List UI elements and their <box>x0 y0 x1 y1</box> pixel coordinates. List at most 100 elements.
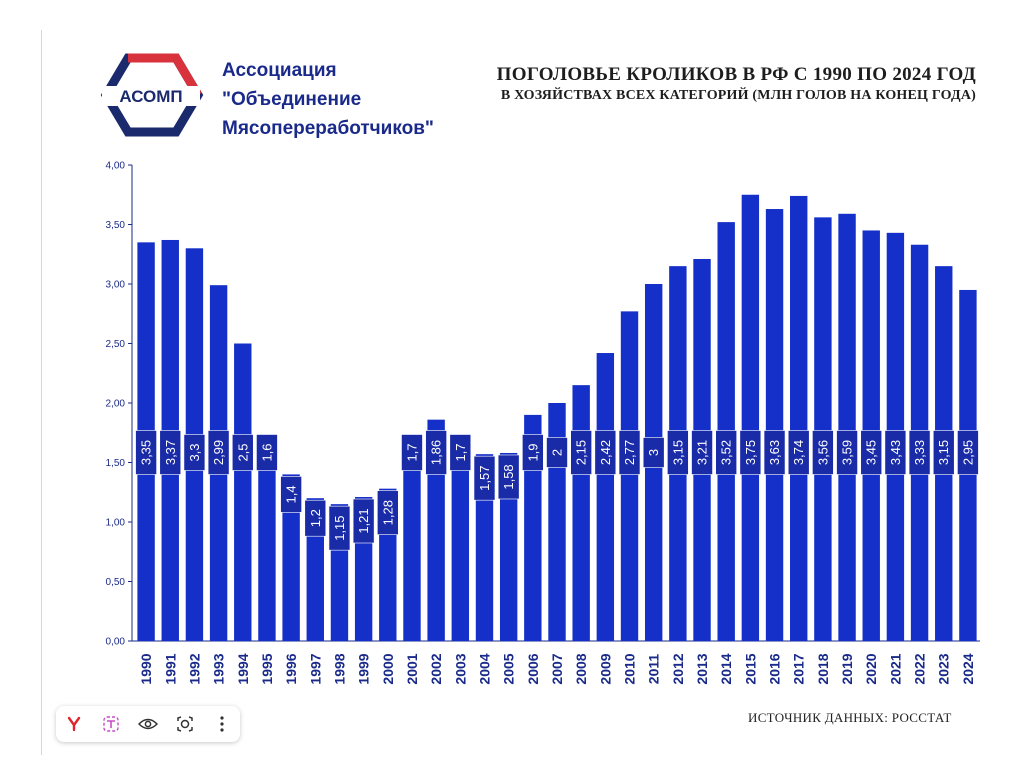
value-label: 1,4 <box>284 485 299 503</box>
x-tick-label: 2018 <box>815 653 831 684</box>
x-tick-label: 2019 <box>839 653 855 684</box>
value-label: 3,3 <box>187 443 202 461</box>
value-label: 3,63 <box>767 440 782 465</box>
value-label: 1,21 <box>356 508 371 533</box>
value-label: 2,95 <box>960 440 975 465</box>
value-label-box <box>932 430 955 475</box>
value-label: 1,58 <box>501 464 516 489</box>
bar <box>838 213 856 642</box>
yandex-icon[interactable] <box>61 711 87 737</box>
bar <box>234 343 252 641</box>
bar <box>451 438 470 641</box>
value-label: 1,15 <box>332 515 347 540</box>
x-tick-label: 2016 <box>767 653 783 684</box>
x-tick-label: 2000 <box>380 653 396 684</box>
x-tick-label: 2005 <box>501 653 517 684</box>
value-label-box <box>352 498 375 544</box>
value-label-box <box>667 430 689 475</box>
bar <box>620 311 639 641</box>
value-label-box <box>425 430 447 475</box>
x-tick-label: 2021 <box>887 653 903 684</box>
org-name-line2: "Объединение <box>222 89 362 110</box>
bar <box>741 194 760 641</box>
value-label: 3,75 <box>743 440 758 465</box>
value-label-box <box>715 430 738 475</box>
value-label-box <box>135 430 157 475</box>
bar <box>596 353 615 641</box>
value-label-box <box>256 434 278 471</box>
value-label-box <box>642 437 665 468</box>
x-tick-label: 2022 <box>912 653 928 684</box>
x-tick-label: 2006 <box>525 653 541 684</box>
eye-icon[interactable] <box>135 711 161 737</box>
value-label-box <box>280 476 302 513</box>
more-icon[interactable] <box>209 711 235 737</box>
x-tick-label: 2017 <box>791 653 807 684</box>
x-tick-label: 1996 <box>283 653 299 684</box>
value-label-box <box>376 490 399 535</box>
bar <box>765 209 784 641</box>
x-tick-label: 1997 <box>307 653 323 684</box>
value-label: 3,37 <box>163 440 178 465</box>
bar <box>499 452 518 641</box>
x-tick-label: 2020 <box>863 653 879 684</box>
value-label: 2,77 <box>622 440 637 465</box>
y-tick-label: 0,50 <box>106 577 126 588</box>
x-tick-label: 2012 <box>670 653 686 684</box>
bar <box>790 195 808 641</box>
value-label: 3,43 <box>888 440 903 465</box>
x-tick-label: 2011 <box>646 654 662 685</box>
organization-name: Ассоциация "Объединение Мясопереработчик… <box>222 56 434 143</box>
value-label-box <box>739 430 762 475</box>
value-label: 1,28 <box>380 500 395 525</box>
y-tick-label: 4,00 <box>106 161 126 172</box>
x-tick-label: 2013 <box>694 653 710 684</box>
value-label-box <box>957 430 979 475</box>
value-label: 2,99 <box>211 440 226 465</box>
x-tick-label: 1993 <box>211 653 227 684</box>
value-label: 1,6 <box>259 443 274 461</box>
value-label: 3,33 <box>912 440 927 465</box>
x-tick-label: 2009 <box>597 653 613 684</box>
x-tick-label: 1994 <box>235 653 251 684</box>
x-tick-label: 1991 <box>162 653 178 684</box>
lens-icon[interactable] <box>172 711 198 737</box>
value-label: 3,45 <box>864 440 879 465</box>
value-label-box <box>884 430 907 475</box>
y-tick-label: 3,00 <box>106 280 126 291</box>
logo-text: АСОМП <box>119 87 182 106</box>
value-label-box <box>860 430 883 475</box>
translate-icon[interactable] <box>98 711 124 737</box>
x-tick-label: 2003 <box>452 653 468 684</box>
value-label: 3,35 <box>139 440 154 465</box>
y-tick-label: 1,00 <box>106 518 126 529</box>
y-tick-label: 1,50 <box>106 458 126 469</box>
value-label: 1,57 <box>477 466 492 491</box>
x-tick-label: 2010 <box>622 653 638 684</box>
x-tick-label: 2015 <box>742 653 758 684</box>
bar <box>403 438 421 641</box>
value-label-box <box>594 430 617 475</box>
chart-subtitle: В ХОЗЯЙСТВАХ ВСЕХ КАТЕГОРИЙ (МЛН ГОЛОВ Н… <box>500 88 976 103</box>
value-label-box <box>183 434 206 471</box>
value-label-box <box>691 430 713 475</box>
y-tick-label: 0,00 <box>106 637 126 648</box>
x-tick-label: 1995 <box>259 653 275 684</box>
x-tick-label: 2002 <box>428 653 444 684</box>
value-label-box <box>522 434 544 471</box>
value-label-box <box>159 430 182 475</box>
value-label-box <box>207 430 230 475</box>
x-tick-label: 2024 <box>960 653 976 684</box>
value-label-box <box>836 430 858 475</box>
value-label-box <box>304 499 327 537</box>
org-name-line3: Мясопереработчиков" <box>222 118 434 139</box>
value-label-box <box>473 455 496 501</box>
x-tick-label: 2007 <box>549 653 565 684</box>
x-tick-label: 2008 <box>573 653 589 684</box>
value-label: 1,7 <box>404 443 419 461</box>
bar <box>475 454 494 641</box>
data-source: ИСТОЧНИК ДАННЫХ: РОССТАТ <box>748 710 952 725</box>
value-label: 2,15 <box>574 440 589 465</box>
value-label: 3,56 <box>815 440 830 465</box>
value-label-box <box>618 430 641 475</box>
